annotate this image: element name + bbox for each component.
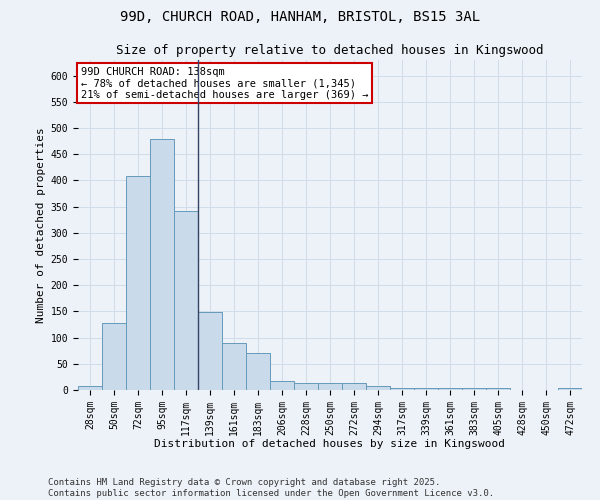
Bar [390,388,414,390]
Bar [78,386,102,390]
Bar [102,323,126,390]
Title: Size of property relative to detached houses in Kingswood: Size of property relative to detached ho… [116,44,544,58]
Text: 99D CHURCH ROAD: 138sqm
← 78% of detached houses are smaller (1,345)
21% of semi: 99D CHURCH ROAD: 138sqm ← 78% of detache… [80,66,368,100]
Bar [438,388,462,390]
X-axis label: Distribution of detached houses by size in Kingswood: Distribution of detached houses by size … [155,439,505,449]
Bar [486,388,510,390]
Bar [366,386,390,390]
Bar [294,383,318,390]
Bar [558,388,582,390]
Bar [318,383,342,390]
Text: 99D, CHURCH ROAD, HANHAM, BRISTOL, BS15 3AL: 99D, CHURCH ROAD, HANHAM, BRISTOL, BS15 … [120,10,480,24]
Text: Contains HM Land Registry data © Crown copyright and database right 2025.
Contai: Contains HM Land Registry data © Crown c… [48,478,494,498]
Bar [246,354,270,390]
Bar [222,343,246,390]
Bar [342,383,366,390]
Bar [174,211,198,390]
Bar [270,380,294,390]
Bar [126,176,150,390]
Bar [462,388,486,390]
Bar [150,138,174,390]
Bar [414,388,438,390]
Y-axis label: Number of detached properties: Number of detached properties [37,127,46,323]
Bar [198,312,222,390]
